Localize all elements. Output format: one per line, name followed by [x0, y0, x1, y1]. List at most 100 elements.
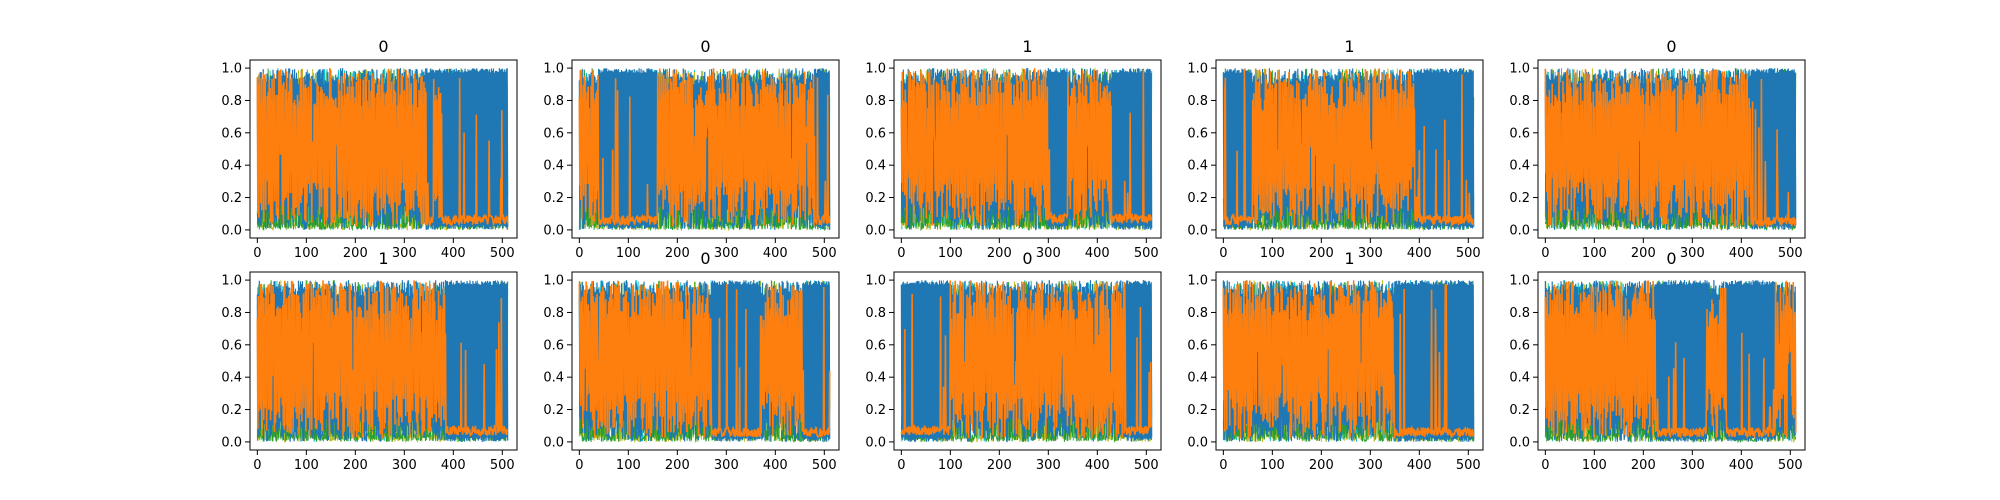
y-tick-label: 1.0: [1509, 274, 1530, 289]
y-tick-label: 0.2: [1187, 403, 1208, 418]
x-tick-label: 500: [1134, 246, 1159, 261]
subplot-6: 0 0 100 200 300 400 500 0.0 0.2 0.4 0.6 0.8 1.0: [543, 249, 840, 473]
x-tick-label: 500: [490, 246, 515, 261]
x-tick-label: 0: [253, 246, 261, 261]
y-tick-label: 0.8: [543, 94, 564, 109]
y-tick-label: 1.0: [221, 62, 242, 77]
y-tick-label: 1.0: [543, 274, 564, 289]
x-tick-label: 0: [897, 458, 905, 473]
x-tick-label: 400: [1085, 458, 1110, 473]
y-tick-label: 0.4: [1509, 159, 1530, 174]
subplot-7: 0 0 100 200 300 400 500 0.0 0.2 0.4 0.6 0.8 1.0: [865, 249, 1162, 473]
subplot-title: 1: [1344, 249, 1354, 268]
series-line-orange: [1544, 68, 1797, 229]
plot-area: [900, 280, 1153, 444]
x-tick-label: 200: [987, 246, 1012, 261]
y-tick-label: 0.2: [1509, 403, 1530, 418]
x-tick-label: 100: [1582, 246, 1607, 261]
x-tick-label: 500: [812, 246, 837, 261]
y-tick-label: 1.0: [1187, 274, 1208, 289]
x-tick-label: 200: [1309, 246, 1334, 261]
subplot-1: 0 0 100 200 300 400 500 0.0 0.2 0.4 0.6 0.8 1.0: [543, 37, 840, 261]
subplot-3: 1 0 100 200 300 400 500 0.0 0.2 0.4 0.6 0.8 1.0: [1187, 37, 1484, 261]
plot-area: [256, 280, 509, 444]
subplot-title: 0: [700, 249, 710, 268]
axes-frame: [249, 59, 518, 239]
x-tick-label: 200: [1631, 458, 1656, 473]
plot-area: [578, 279, 831, 444]
y-tick-label: 0.2: [865, 191, 886, 206]
x-tick-label: 400: [1085, 246, 1110, 261]
x-tick-label: 500: [1134, 458, 1159, 473]
y-tick-label: 0.8: [221, 306, 242, 321]
y-tick-label: 0.2: [221, 403, 242, 418]
x-tick-label: 200: [343, 246, 368, 261]
x-tick-label: 0: [1219, 246, 1227, 261]
y-tick-label: 1.0: [865, 62, 886, 77]
x-tick-label: 200: [1631, 246, 1656, 261]
y-tick-label: 0.6: [543, 126, 564, 141]
y-tick-label: 0.2: [221, 191, 242, 206]
plot-area: [256, 68, 509, 232]
subplot-2: 1 0 100 200 300 400 500 0.0 0.2 0.4 0.6 0.8 1.0: [865, 37, 1162, 261]
x-tick-label: 300: [714, 458, 739, 473]
x-tick-label: 500: [1778, 458, 1803, 473]
x-tick-label: 300: [1680, 458, 1705, 473]
y-tick-label: 0.8: [1509, 94, 1530, 109]
y-tick-label: 0.6: [221, 338, 242, 353]
y-tick-label: 0.4: [865, 371, 886, 386]
y-tick-label: 0.2: [1187, 191, 1208, 206]
y-tick-label: 0.8: [1187, 306, 1208, 321]
y-tick-label: 0.4: [1187, 371, 1208, 386]
plot-area: [1222, 280, 1475, 443]
y-tick-label: 0.0: [543, 435, 564, 450]
y-tick-label: 1.0: [865, 274, 886, 289]
x-tick-label: 300: [1358, 458, 1383, 473]
axes-frame: [1215, 271, 1484, 451]
x-tick-label: 200: [1309, 458, 1334, 473]
y-tick-label: 0.8: [543, 306, 564, 321]
y-tick-label: 0.8: [221, 94, 242, 109]
subplot-8: 1 0 100 200 300 400 500 0.0 0.2 0.4 0.6 0.8 1.0: [1187, 249, 1484, 473]
subplot-title: 0: [378, 37, 388, 56]
x-tick-label: 400: [441, 458, 466, 473]
x-tick-label: 400: [1407, 246, 1432, 261]
y-tick-label: 0.4: [1509, 371, 1530, 386]
x-tick-label: 400: [763, 458, 788, 473]
y-tick-label: 0.8: [1187, 94, 1208, 109]
x-tick-label: 0: [897, 246, 905, 261]
axes-frame: [893, 271, 1162, 451]
subplot-title: 1: [1344, 37, 1354, 56]
x-tick-label: 100: [938, 246, 963, 261]
y-tick-label: 0.0: [221, 435, 242, 450]
y-tick-label: 0.4: [1187, 159, 1208, 174]
y-tick-label: 0.0: [865, 223, 886, 238]
x-tick-label: 0: [575, 458, 583, 473]
x-tick-label: 100: [1260, 246, 1285, 261]
x-tick-label: 200: [665, 246, 690, 261]
x-tick-label: 400: [763, 246, 788, 261]
x-tick-label: 100: [616, 246, 641, 261]
y-tick-label: 0.6: [221, 126, 242, 141]
y-tick-label: 0.0: [221, 223, 242, 238]
series-line-orange: [256, 68, 509, 228]
y-tick-label: 0.6: [1187, 126, 1208, 141]
subplot-title: 0: [1022, 249, 1032, 268]
x-tick-label: 500: [1456, 458, 1481, 473]
axes-frame: [893, 59, 1162, 239]
y-tick-label: 0.0: [1509, 435, 1530, 450]
x-tick-label: 400: [1407, 458, 1432, 473]
subplot-title: 0: [1666, 37, 1676, 56]
x-tick-label: 100: [1582, 458, 1607, 473]
y-tick-label: 0.8: [1509, 306, 1530, 321]
x-tick-label: 200: [665, 458, 690, 473]
series-line-orange: [1222, 280, 1475, 439]
y-tick-label: 0.6: [1509, 126, 1530, 141]
series-line-orange: [256, 280, 509, 439]
y-tick-label: 0.6: [865, 338, 886, 353]
series-line-orange: [900, 68, 1153, 227]
x-tick-label: 0: [1541, 246, 1549, 261]
axes-frame: [249, 271, 518, 451]
y-tick-label: 0.4: [865, 159, 886, 174]
